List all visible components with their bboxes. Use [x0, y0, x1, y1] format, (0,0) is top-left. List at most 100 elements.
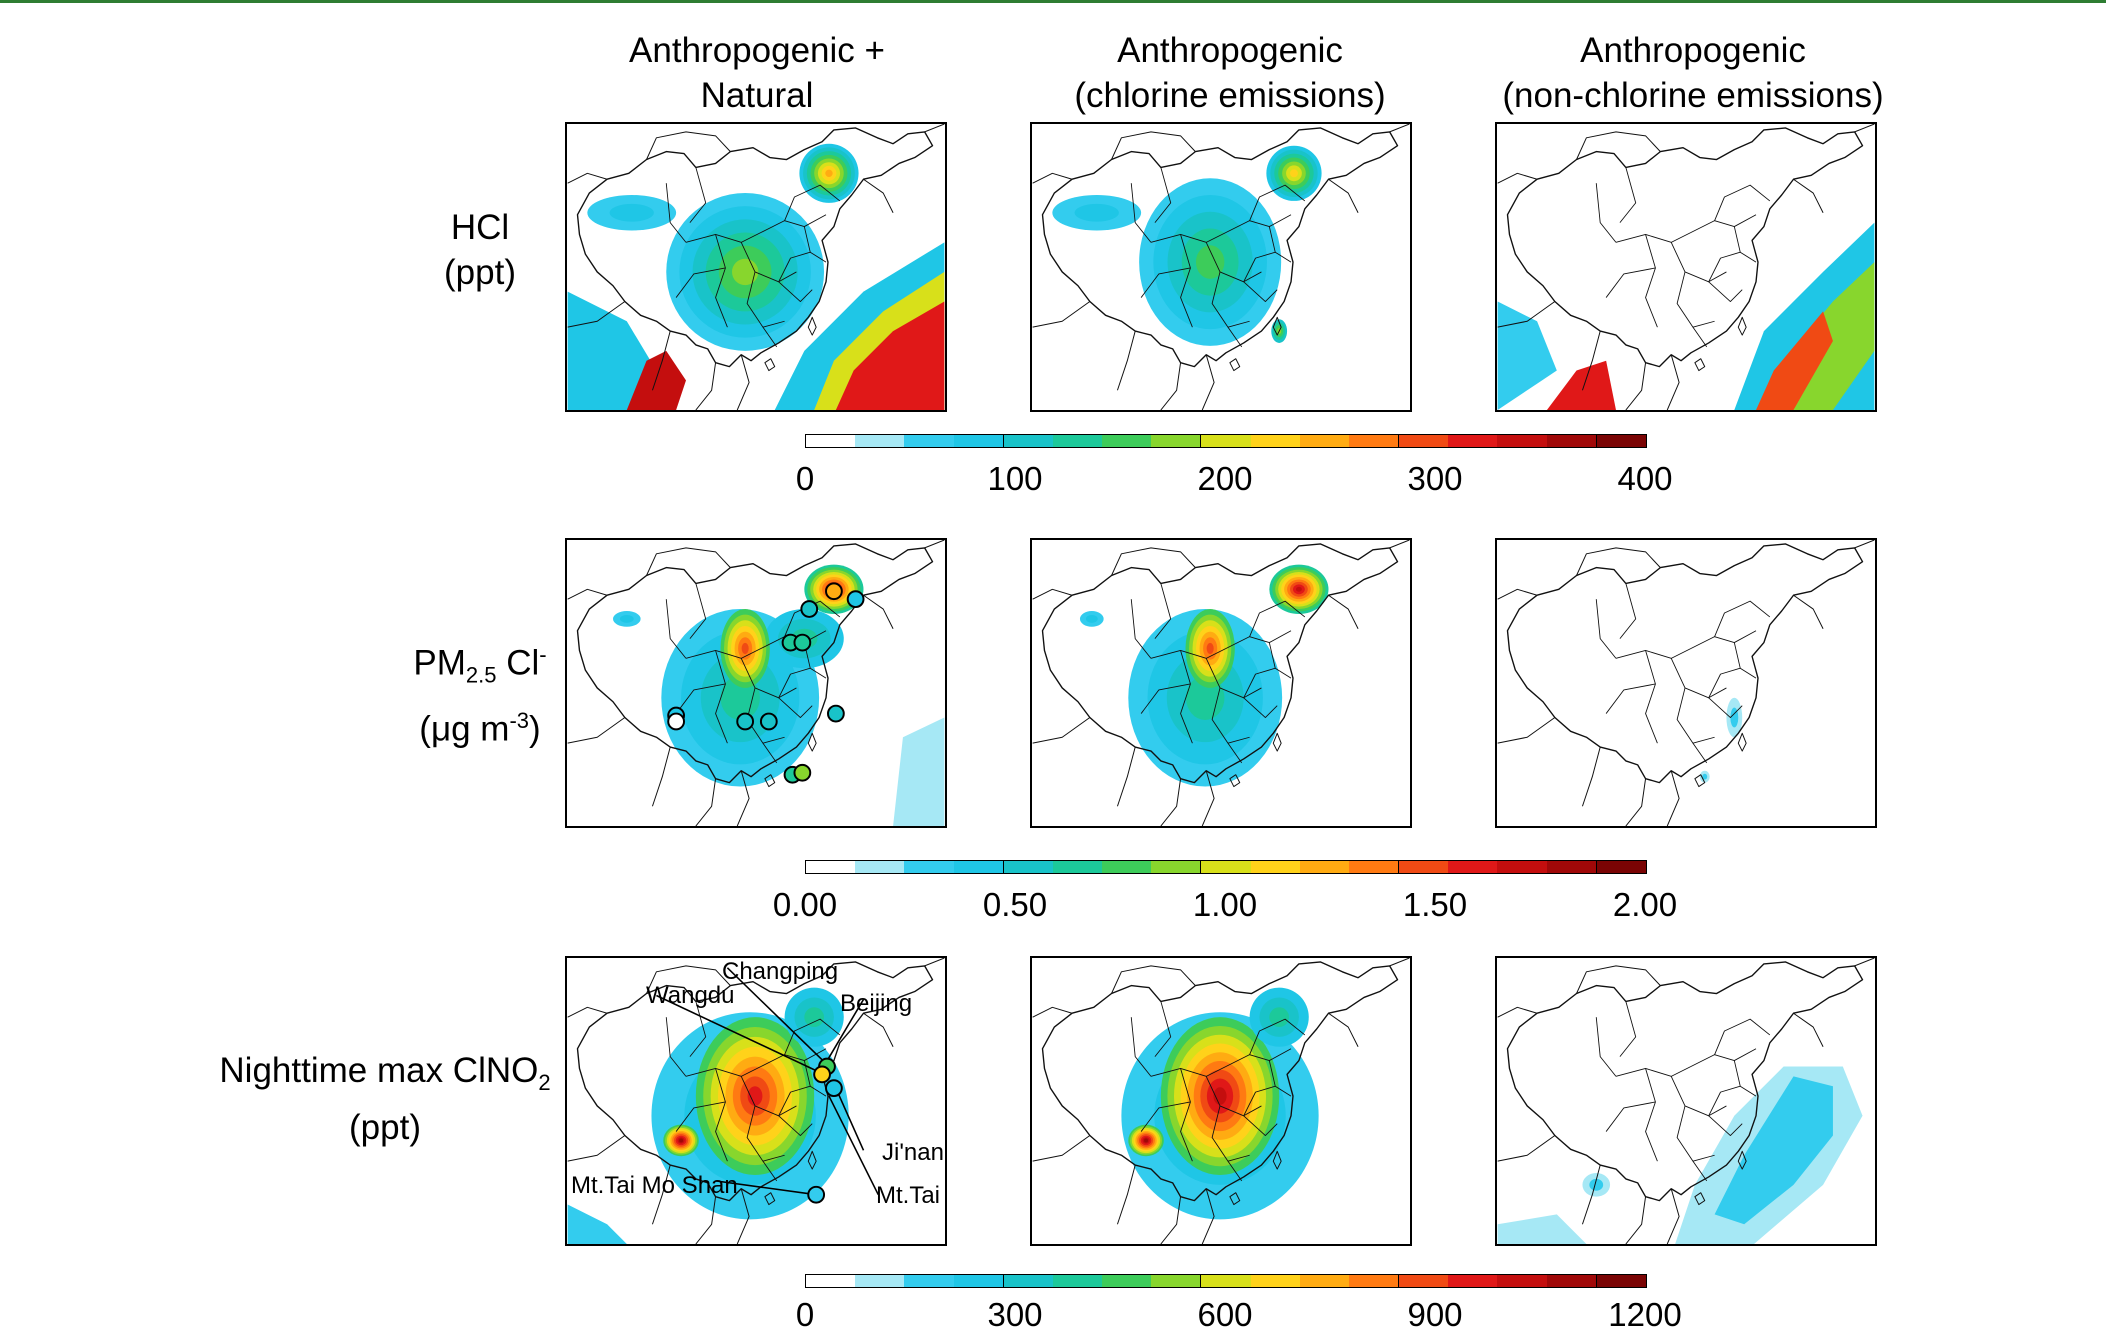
boundary-line — [1666, 770, 1680, 826]
boundary-line — [1497, 717, 1556, 744]
map-hcl-natural — [565, 122, 947, 412]
boundary-line — [1692, 326, 1708, 348]
colorbar-swatch — [904, 861, 954, 873]
boundary-line — [1666, 354, 1680, 410]
site-leader-line — [828, 1095, 879, 1196]
boundary-line — [1140, 1101, 1191, 1132]
colorbar-swatch — [806, 1275, 856, 1287]
observation-site-marker — [736, 712, 755, 731]
boundary-line — [778, 1085, 811, 1116]
boundary-line — [740, 242, 797, 283]
boundary-line — [1854, 124, 1875, 133]
boundary-line — [778, 281, 813, 302]
boundary-line — [1692, 742, 1708, 764]
boundary-line — [1111, 547, 1196, 576]
colorbar-swatch — [1102, 435, 1152, 447]
boundary-line — [1180, 650, 1193, 744]
boundary-line — [740, 1076, 797, 1117]
row-label-clno2: Nighttime max ClNO2 (ppt) — [219, 1051, 551, 1147]
observation-site-marker — [800, 600, 819, 618]
boundary-line — [1111, 965, 1196, 994]
boundary-line — [1249, 1018, 1306, 1055]
boundary-line — [715, 650, 728, 744]
boundary-line — [1708, 281, 1743, 302]
colorbar-swatch — [1546, 1275, 1596, 1287]
boundary-line — [567, 301, 626, 328]
colorbar-swatch — [1348, 861, 1399, 873]
colorbar-swatch — [1002, 435, 1053, 447]
boundary-line — [1389, 540, 1410, 549]
boundary-line — [746, 271, 785, 328]
boundary-line — [1154, 1001, 1172, 1057]
concentration-contour — [1085, 614, 1098, 623]
map-pm25-nonchlorine — [1495, 538, 1877, 828]
concentration-contour — [1702, 773, 1708, 780]
concentration-area — [626, 350, 686, 410]
boundary-line — [807, 1150, 817, 1170]
boundary-line — [1708, 1115, 1743, 1136]
boundary-line — [746, 1105, 785, 1162]
boundary-line — [675, 1101, 726, 1132]
boundary-line — [1670, 658, 1727, 699]
concentration-contour — [1213, 1087, 1227, 1105]
boundary-line — [1690, 1048, 1757, 1067]
boundary-line — [1497, 588, 1538, 600]
boundary-line — [760, 1048, 827, 1067]
boundary-line — [863, 1012, 894, 1047]
boundary-line — [1205, 658, 1262, 699]
boundary-line — [863, 178, 894, 213]
site-leader-line — [656, 994, 825, 1076]
column-header-1: Anthropogenic + Natural — [629, 31, 885, 115]
tick-label: 0 — [795, 460, 815, 497]
colorbar-swatch — [953, 861, 1003, 873]
boundary-line — [1676, 687, 1715, 744]
boundary-line — [1645, 1068, 1658, 1162]
boundary-line — [1708, 697, 1743, 718]
concentration-contour — [1144, 1138, 1149, 1143]
colorbar-swatch — [904, 435, 954, 447]
boundary-line — [746, 687, 785, 744]
tick-label: 300 — [1407, 460, 1463, 497]
colorbar-swatch — [1102, 1275, 1152, 1287]
boundary-line — [778, 697, 813, 718]
colorbar-swatch — [953, 435, 1003, 447]
boundary-line — [1576, 965, 1661, 994]
boundary-line — [1225, 630, 1292, 649]
colorbar-swatch — [1052, 435, 1103, 447]
tick-label: 1.00 — [1192, 886, 1258, 923]
site-label-changping: Changping — [722, 958, 839, 985]
colorbar-swatch — [855, 435, 905, 447]
colorbar-swatch — [1448, 1275, 1498, 1287]
boundary-line — [1854, 540, 1875, 549]
boundary-line — [1041, 543, 1399, 784]
boundary-line — [646, 547, 731, 576]
boundary-line — [1625, 778, 1647, 826]
boundary-line — [807, 316, 817, 336]
column-header-2: Anthropogenic (chlorine emissions) — [1074, 31, 1386, 115]
boundary-line — [1243, 281, 1278, 302]
boundary-line — [1389, 124, 1410, 133]
boundary-line — [807, 732, 817, 752]
colorbar-swatch — [1002, 1275, 1053, 1287]
boundary-line — [1708, 1085, 1741, 1116]
boundary-line — [1243, 667, 1276, 698]
colorbar-swatch — [1348, 435, 1399, 447]
boundary-line — [1793, 1012, 1824, 1047]
boundary-line — [1205, 1076, 1262, 1117]
boundary-line — [1211, 687, 1250, 744]
boundary-line — [1154, 583, 1172, 639]
observation-site-marker — [807, 1185, 826, 1204]
boundary-line — [1694, 1192, 1706, 1206]
colorbar-swatch — [1299, 435, 1349, 447]
colorbar-swatch — [1398, 1275, 1449, 1287]
boundary-line — [1154, 167, 1172, 223]
boundary-line — [1116, 1164, 1136, 1225]
concentration-area — [1497, 1214, 1587, 1244]
boundary-line — [1581, 1164, 1601, 1225]
colorbar-swatch — [1200, 1275, 1251, 1287]
boundary-line — [803, 642, 827, 679]
boundary-line — [1619, 1001, 1637, 1057]
boundary-line — [1581, 330, 1601, 391]
boundary-line — [1272, 732, 1282, 752]
colorbar-swatch — [1151, 1275, 1201, 1287]
